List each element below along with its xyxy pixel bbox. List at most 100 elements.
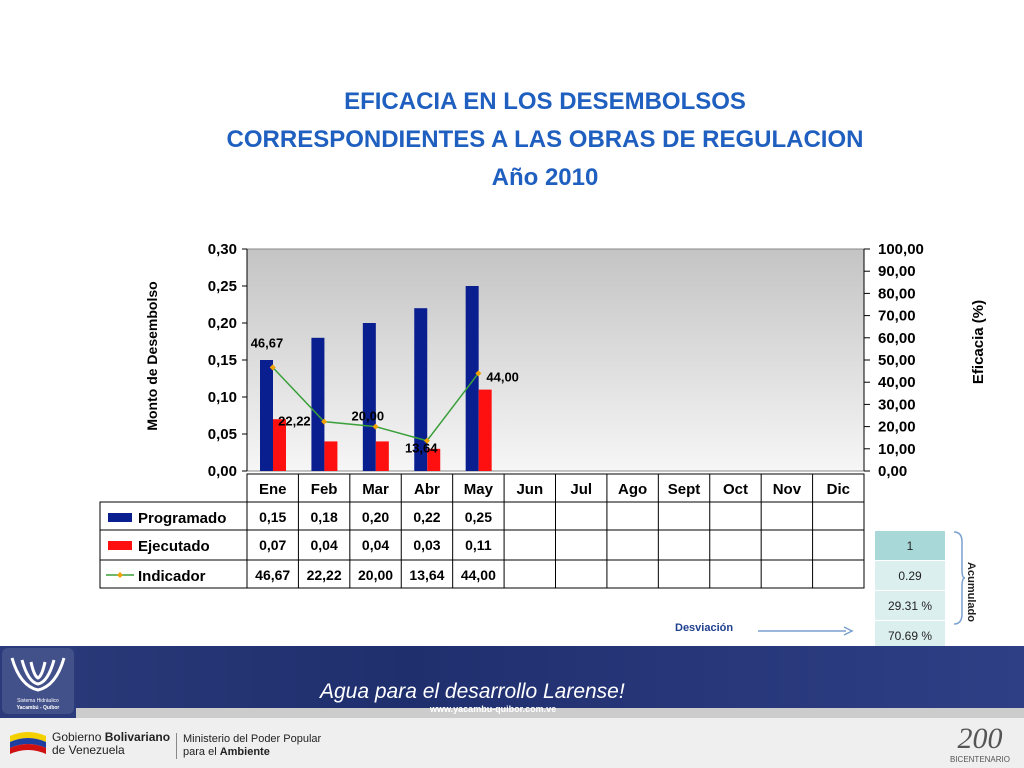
table-cell-value: 22,22 xyxy=(307,567,342,583)
legend-swatch-ejecutado xyxy=(108,541,132,550)
accumulated-value-4: 70.69 % xyxy=(874,620,946,651)
y-tick-label-right: 70,00 xyxy=(878,308,916,325)
gobierno-text-a: Gobierno xyxy=(52,730,105,744)
arrow-right-icon xyxy=(758,626,854,636)
table-cell-value: 13,64 xyxy=(409,567,444,583)
chart-title-line1: EFICACIA EN LOS DESEMBOLSOS xyxy=(344,88,746,115)
y-tick-label-right: 80,00 xyxy=(878,285,916,302)
website-link[interactable]: www.yacambu-quibor.com.ve xyxy=(430,704,557,714)
bicentenario-number: 200 xyxy=(958,722,1003,755)
bar-programado xyxy=(414,308,428,471)
accumulated-value-2: 0.29 xyxy=(874,560,946,591)
bar-ejecutado xyxy=(324,441,338,471)
x-tick-label: Mar xyxy=(362,481,389,498)
table-body xyxy=(99,501,865,589)
y-tick-label-left: 0,00 xyxy=(208,463,237,480)
bar-ejecutado xyxy=(427,448,441,471)
y-tick-label-right: 0,00 xyxy=(878,463,907,480)
x-tick-label: Dic xyxy=(827,481,850,498)
legend-swatch-programado xyxy=(108,513,132,522)
bicentenario-text: BICENTENARIO xyxy=(950,755,1010,764)
bar-ejecutado xyxy=(273,419,286,471)
y-tick-label-left: 0,30 xyxy=(208,241,237,258)
y-tick-label-left: 0,25 xyxy=(208,278,237,295)
accumulated-value-3: 29.31 % xyxy=(874,590,946,621)
x-tick-label: Jul xyxy=(570,481,592,498)
point-indicador xyxy=(269,364,276,371)
table-cell-value: 0,07 xyxy=(259,537,286,553)
footer-stripe xyxy=(0,708,1024,718)
table-cell-value: 0,03 xyxy=(413,537,440,553)
point-indicador xyxy=(475,370,482,377)
chart-title-line3: Año 2010 xyxy=(491,164,599,191)
y-tick-label-left: 0,05 xyxy=(208,426,237,443)
x-tick-label: Jun xyxy=(516,481,543,498)
plot-area xyxy=(246,248,865,472)
y-tick-label-right: 20,00 xyxy=(878,419,916,436)
table-cell-value: 44,00 xyxy=(461,567,496,583)
data-label-indicador: 44,00 xyxy=(486,369,519,384)
point-indicador xyxy=(423,437,430,444)
data-label-indicador: 20,00 xyxy=(352,409,385,424)
ministerio-text-a: Ministerio del Poder Popular xyxy=(183,733,322,745)
yacambu-logo-icon: Sistema Hidráulico Yacambú - Quíbor xyxy=(2,648,74,714)
legend-swatch-indicador-marker xyxy=(117,572,123,578)
table-cell-value: 0,04 xyxy=(362,537,389,553)
logo-text-1: Sistema Hidráulico xyxy=(17,698,59,704)
y-tick-label-right: 30,00 xyxy=(878,396,916,413)
x-tick-label: May xyxy=(464,481,494,498)
x-tick-label: Oct xyxy=(723,481,748,498)
gobierno-label: Gobierno Bolivariano de Venezuela xyxy=(52,731,170,757)
y-tick-label-left: 0,10 xyxy=(208,389,237,406)
brace-icon xyxy=(953,531,966,625)
bar-programado xyxy=(362,323,376,471)
bar-programado xyxy=(260,360,273,471)
bicentenario-logo: 200 BICENTENARIO xyxy=(950,722,1010,764)
table-cell-value: 0,25 xyxy=(465,509,492,525)
data-label-indicador: 13,64 xyxy=(405,441,438,456)
bar-ejecutado xyxy=(478,389,492,471)
x-tick-label: Feb xyxy=(311,481,338,498)
venezuela-flag-icon xyxy=(10,732,46,754)
table-cell-value: 20,00 xyxy=(358,567,393,583)
bar-programado xyxy=(311,337,325,471)
x-tick-label: Abr xyxy=(414,481,440,498)
y-tick-label-right: 100,00 xyxy=(878,241,924,258)
bar-ejecutado xyxy=(375,441,389,471)
y-tick-label-right: 60,00 xyxy=(878,330,916,347)
x-tick-label: Ago xyxy=(618,481,647,498)
ministerio-text-c: Ambiente xyxy=(219,746,270,758)
data-label-indicador: 22,22 xyxy=(278,414,311,429)
legend-label: Ejecutado xyxy=(138,538,210,555)
y-tick-label-right: 50,00 xyxy=(878,352,916,369)
gobierno-text-c: de Venezuela xyxy=(52,743,125,757)
table-cell-value: 0,18 xyxy=(311,509,338,525)
table-cell-value: 0,15 xyxy=(259,509,286,525)
footer-banner xyxy=(0,646,1024,718)
slogan: Agua para el desarrollo Larense! xyxy=(320,680,625,703)
y-tick-label-left: 0,15 xyxy=(208,352,237,369)
point-indicador xyxy=(372,423,379,430)
y-tick-label-right: 90,00 xyxy=(878,263,916,280)
logo-text-2: Yacambú - Quíbor xyxy=(17,705,60,711)
deviation-label: Desviación xyxy=(675,622,734,634)
legend-label: Indicador xyxy=(138,568,206,585)
yacambu-logo: Sistema Hidráulico Yacambú - Quíbor xyxy=(0,646,76,718)
gobierno-text-b: Bolivariano xyxy=(104,730,171,744)
table-cell-value: 0,22 xyxy=(413,509,440,525)
legend-label: Programado xyxy=(138,510,226,527)
footer xyxy=(0,718,1024,768)
x-tick-label: Sept xyxy=(668,481,701,498)
x-tick-label: Ene xyxy=(259,481,287,498)
y-tick-label-right: 40,00 xyxy=(878,374,916,391)
data-label-indicador: 46,67 xyxy=(251,335,284,350)
y-tick-label-left: 0,20 xyxy=(208,315,237,332)
chart: 0,00 0,05 0,10 0,15 0,20 0,25 0,30 0,00 10,00 20,… xyxy=(99,241,987,589)
accumulated-table: 1 0.29 29.31 % 70.69 % xyxy=(874,530,946,651)
table-cell-value: 0,11 xyxy=(465,537,492,553)
ministerio-text-b: para el xyxy=(183,746,220,758)
bar-programado xyxy=(465,286,479,471)
y-axis-title-left: Monto de Desembolso xyxy=(144,281,160,430)
y-tick-label-right: 10,00 xyxy=(878,441,916,458)
ministerio-label: Ministerio del Poder Popular para el Amb… xyxy=(176,733,321,759)
